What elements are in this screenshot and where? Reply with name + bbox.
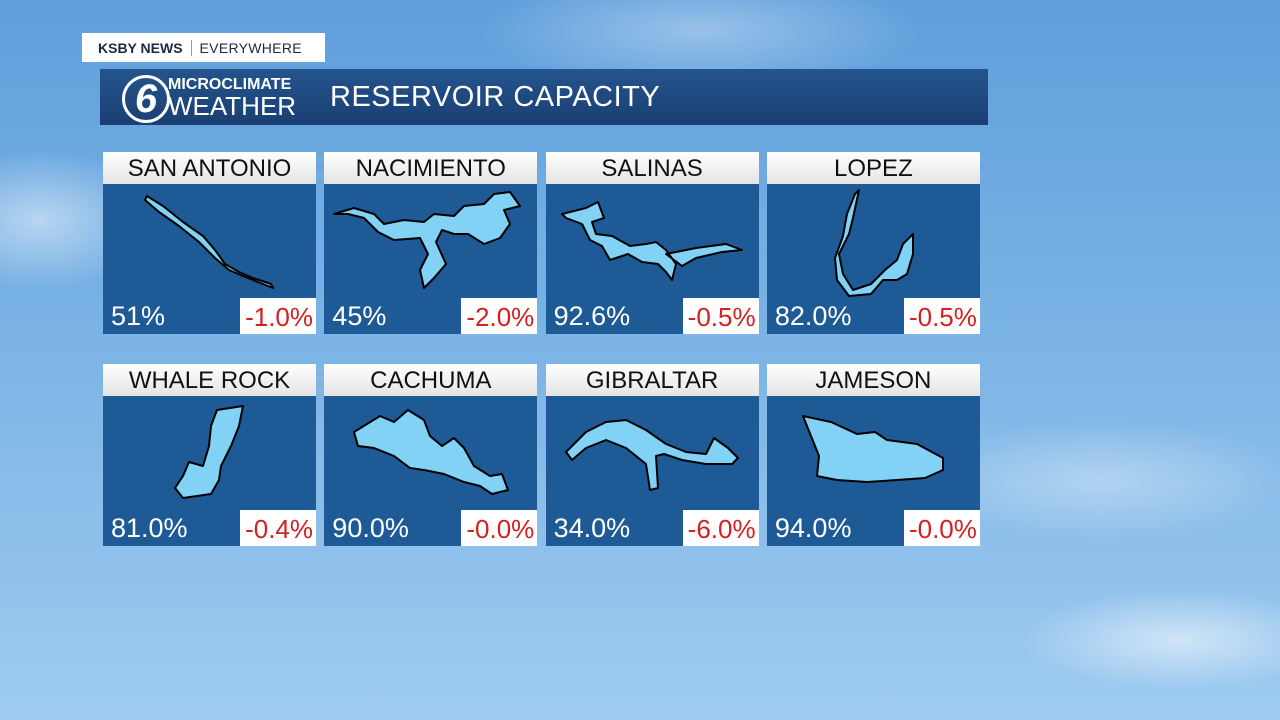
reservoir-panel: 81.0% -0.4% xyxy=(103,396,316,546)
change: -2.0% xyxy=(461,298,538,334)
lake-shape xyxy=(144,195,274,289)
capacity: 45% xyxy=(332,301,387,331)
reservoir-panel: 82.0% -0.5% xyxy=(766,184,980,334)
logo-line1: MICROCLIMATE xyxy=(168,76,292,93)
lake-shape xyxy=(174,405,244,499)
reservoir-panel: 90.0% -0.0% xyxy=(324,396,538,546)
change: -0.5% xyxy=(682,298,759,334)
brand: KSBY NEWS xyxy=(98,39,183,56)
capacity: 51% xyxy=(111,301,166,331)
lake-shape xyxy=(353,409,510,495)
network-tag: KSBY NEWS EVERYWHERE xyxy=(82,33,325,62)
change: -0.5% xyxy=(903,298,980,334)
capacity: 81.0% xyxy=(111,513,188,543)
lake-shape xyxy=(833,189,914,297)
logo-line2: WEATHER xyxy=(168,91,297,121)
reservoir-name: NACIMIENTO xyxy=(324,152,538,184)
reservoir-name: JAMESON xyxy=(766,364,980,396)
change: -0.0% xyxy=(903,510,980,546)
reservoir-card: JAMESON 94.0% -0.0% xyxy=(766,364,980,546)
reservoir-card: LOPEZ 82.0% -0.5% xyxy=(766,152,980,334)
capacity: 94.0% xyxy=(774,513,852,543)
reservoir-panel: 34.0% -6.0% xyxy=(545,396,759,546)
tagline: EVERYWHERE xyxy=(190,39,302,56)
reservoir-card: GIBRALTAR 34.0% -6.0% xyxy=(545,364,759,546)
reservoir-card: CACHUMA 90.0% -0.0% xyxy=(324,364,538,546)
reservoir-name: CACHUMA xyxy=(324,364,538,396)
reservoir-name: LOPEZ xyxy=(766,152,980,184)
reservoir-card: SALINAS 92.6% -0.5% xyxy=(545,152,759,334)
reservoir-name: SALINAS xyxy=(545,152,759,184)
capacity: 92.6% xyxy=(553,301,631,331)
reservoir-panel: 51% -1.0% xyxy=(103,184,316,334)
capacity: 90.0% xyxy=(332,513,409,543)
reservoir-name: SAN ANTONIO xyxy=(103,152,316,184)
reservoir-name: GIBRALTAR xyxy=(545,364,759,396)
capacity: 82.0% xyxy=(774,301,852,331)
lake-shape xyxy=(333,191,522,289)
reservoir-card: NACIMIENTO 45% -2.0% xyxy=(324,152,538,334)
change: -0.0% xyxy=(461,510,538,546)
reservoir-panel: 45% -2.0% xyxy=(324,184,538,334)
change: -0.4% xyxy=(240,510,316,546)
change: -6.0% xyxy=(682,510,759,546)
lake-shape xyxy=(560,201,743,281)
capacity: 34.0% xyxy=(553,513,631,543)
reservoir-card: SAN ANTONIO 51% -1.0% xyxy=(103,152,316,334)
reservoir-card: WHALE ROCK 81.0% -0.4% xyxy=(103,364,316,546)
reservoir-panel: 94.0% -0.0% xyxy=(766,396,980,546)
logo-number: 6 xyxy=(122,75,170,123)
lake-shape xyxy=(801,415,944,483)
change: -1.0% xyxy=(240,298,316,334)
title-banner: 6 MICROCLIMATE WEATHER RESERVOIR CAPACIT… xyxy=(100,69,988,125)
title: RESERVOIR CAPACITY xyxy=(330,81,661,113)
reservoir-name: WHALE ROCK xyxy=(103,364,316,396)
lake-shape xyxy=(564,419,739,491)
reservoir-panel: 92.6% -0.5% xyxy=(545,184,759,334)
